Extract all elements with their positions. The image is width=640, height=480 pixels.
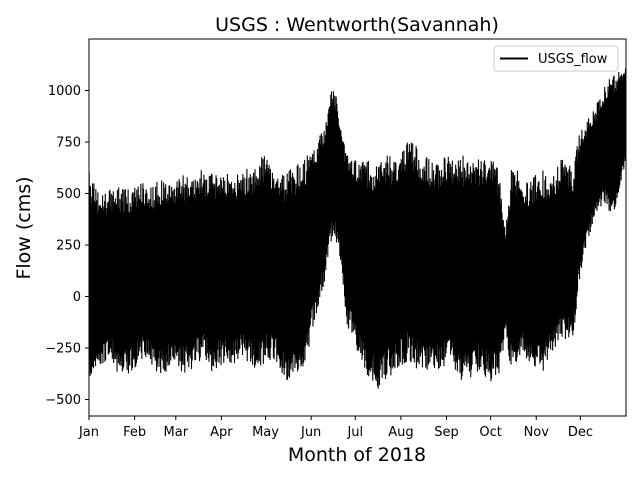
x-tick-label: Dec [568,425,593,440]
legend: USGS_flow [493,45,619,72]
plot-area [89,68,626,389]
x-tick-label: Feb [123,425,146,440]
y-tick-label: 750 [56,136,81,151]
series-line-usgs-flow [89,68,626,389]
x-tick-label: Sep [434,425,459,440]
y-tick-label: 0 [73,290,81,305]
x-tick-label: Mar [164,425,189,440]
y-tick-label: −250 [45,342,81,357]
x-tick-label: Aug [388,425,413,440]
y-tick-label: 250 [56,239,81,254]
y-tick-label: 1000 [48,84,81,99]
x-tick-label: Jul [346,425,363,440]
y-tick-label: −500 [45,393,81,408]
x-tick-label: Jan [78,425,99,440]
y-axis: −500 −250 0 250 500 750 1000 [45,84,89,408]
x-tick-label: May [252,425,279,440]
x-tick-label: Apr [210,425,233,440]
x-axis-label: Month of 2018 [288,444,426,466]
x-axis: Jan Feb Mar Apr May Jun Jul Aug Sep Oct Nov Dec [78,416,593,440]
y-tick-label: 500 [56,187,81,202]
legend-box [493,45,619,72]
plot-frame [88,38,627,417]
x-tick-label: Jun [300,425,321,440]
legend-label-usgs-flow: USGS_flow [538,52,608,67]
y-axis-label: Flow (cms) [13,176,35,279]
chart-title: USGS : Wentworth(Savannah) [215,14,499,36]
x-tick-label: Oct [479,425,501,440]
x-tick-label: Nov [524,425,550,440]
